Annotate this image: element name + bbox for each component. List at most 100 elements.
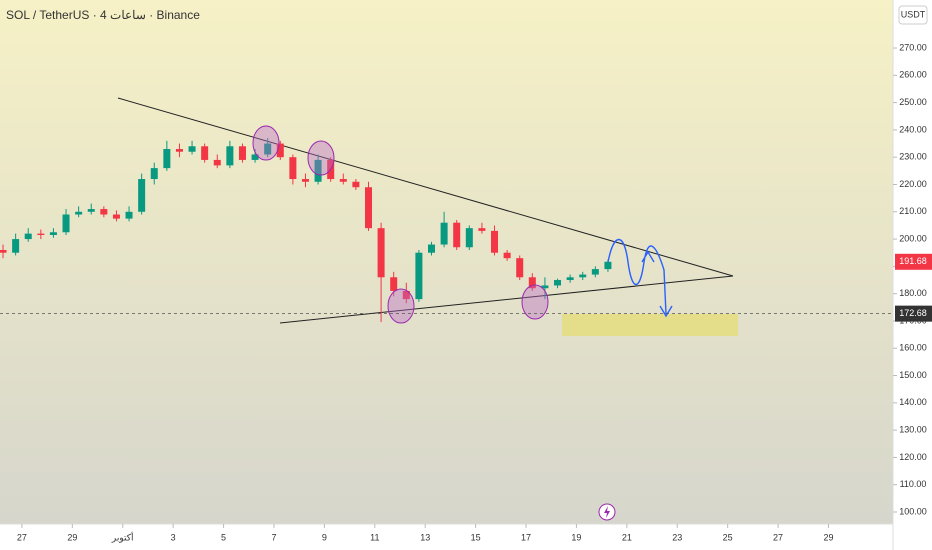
candle-body [591, 269, 599, 275]
candle-body [175, 149, 183, 152]
circle [252, 125, 280, 161]
x-tick-label: 25 [723, 532, 733, 542]
candle-body [377, 228, 385, 278]
y-tick-label: 100.00 [899, 506, 927, 516]
candle-body [491, 230, 499, 253]
candle-body [251, 154, 259, 160]
price-tag [895, 305, 932, 322]
x-tick-label: 11 [370, 532, 379, 542]
x-tick-label: 7 [271, 532, 276, 542]
candle-body [213, 159, 221, 166]
candle-body [49, 232, 57, 235]
y-tick-label: 180.00 [899, 288, 927, 298]
x-tick-label: 23 [672, 532, 682, 542]
x-tick-label: 13 [420, 532, 430, 542]
circle [387, 288, 415, 324]
candle-body [226, 146, 234, 166]
price-label: 172.68 [899, 308, 927, 318]
y-tick-label: 230.00 [899, 152, 927, 162]
candle-body [163, 149, 171, 169]
candle-body [364, 187, 372, 229]
candle-body [37, 233, 45, 235]
candle-body [415, 252, 423, 300]
candle-body [75, 211, 83, 215]
symbol-title: SOL / TetherUS · 4 ساعات · Binance [6, 8, 200, 22]
x-tick-label: 9 [322, 532, 327, 542]
candle-body [0, 249, 7, 253]
candle-body [276, 143, 284, 158]
candle-body [314, 159, 322, 182]
x-tick-label: 29 [67, 532, 77, 542]
trend-line [117, 97, 734, 277]
candle-body [541, 285, 549, 289]
candle-body [301, 179, 309, 182]
y-tick-label: 150.00 [899, 370, 927, 380]
y-tick-label: 140.00 [899, 397, 927, 407]
y-tick-label: 240.00 [899, 124, 927, 134]
x-tick-label: 19 [571, 532, 581, 542]
y-tick-label: 200.00 [899, 233, 927, 243]
y-tick-label: 160.00 [899, 343, 927, 353]
candle-body [238, 146, 246, 160]
candle-body [440, 222, 448, 245]
candles [0, 138, 612, 323]
price-label: 191.68 [899, 256, 927, 266]
y-tick-label: 220.00 [899, 179, 927, 189]
y-tick-label: 260.00 [899, 70, 927, 80]
candle-body [289, 157, 297, 180]
y-tick-label: 120.00 [899, 452, 927, 462]
x-tick-label: 27 [773, 532, 783, 542]
plot-area [0, 0, 893, 524]
x-tick-label: 5 [221, 532, 226, 542]
candle-body [528, 277, 536, 289]
candle-body [12, 239, 20, 253]
currency-box [898, 5, 928, 25]
target-zone [562, 314, 738, 336]
y-tick-label: 210.00 [899, 206, 927, 216]
candle-body [465, 228, 473, 248]
x-tick-label: أكتوبر [111, 530, 134, 543]
x-tick-label: 29 [823, 532, 833, 542]
projection-arrow [607, 239, 673, 318]
candle-body [503, 252, 511, 259]
candle-body [112, 214, 120, 219]
x-tick-label: 17 [521, 532, 531, 542]
x-tick-label: 27 [17, 532, 27, 542]
y-tick-label: 250.00 [899, 97, 927, 107]
candle-body [554, 280, 562, 286]
candle-body [62, 214, 70, 233]
candle-body [352, 181, 360, 188]
y-tick-label: 130.00 [899, 424, 927, 434]
candle-body [24, 233, 32, 240]
candle-body [428, 244, 436, 253]
highlights [252, 125, 549, 324]
candle-body [201, 146, 209, 160]
circle [307, 140, 335, 176]
candle-body [390, 277, 398, 291]
currency: USDT [901, 9, 926, 19]
trend-line [279, 275, 734, 324]
candle-body [453, 222, 461, 248]
circle [521, 284, 549, 320]
x-tick-label: 15 [471, 532, 481, 542]
candle-body [478, 228, 486, 231]
candle-body [87, 209, 95, 212]
x-tick-label: 21 [622, 532, 632, 542]
candle-body [516, 258, 524, 278]
candle-body [138, 179, 146, 212]
y-tick-label: 270.00 [899, 42, 927, 52]
price-tag [895, 253, 932, 270]
candle-body [579, 274, 587, 278]
candle-body [150, 168, 158, 180]
candle-body [100, 209, 108, 215]
candle-body [339, 179, 347, 182]
candle-body [125, 211, 133, 219]
event-icon [604, 506, 610, 518]
candle-body [188, 146, 196, 152]
x-tick-label: 3 [171, 532, 176, 542]
candle-body [566, 277, 574, 281]
candle-body [402, 290, 410, 300]
candle-body [264, 143, 272, 155]
y-tick-label: 110.00 [900, 479, 927, 489]
